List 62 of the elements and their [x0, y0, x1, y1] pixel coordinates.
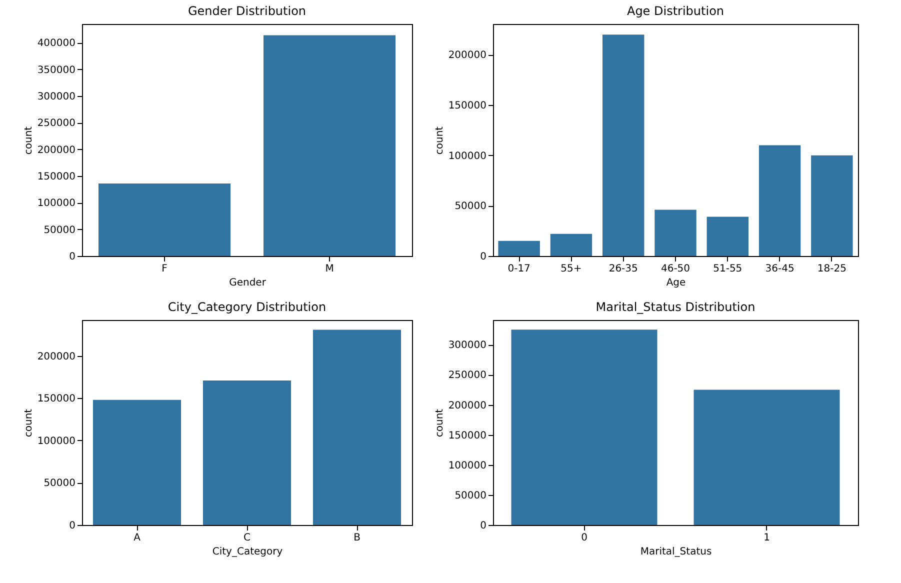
y-tick-label: 50000 [454, 490, 486, 502]
y-axis-title: count [434, 408, 446, 438]
x-tick-label: B [354, 532, 361, 544]
x-tick-label: 26-35 [608, 264, 638, 274]
y-tick-label: 100000 [37, 436, 76, 447]
bar [550, 234, 592, 256]
x-tick-label: 46-50 [660, 264, 690, 274]
x-tick-label: 0 [581, 532, 588, 544]
x-axis-title: Gender [229, 278, 267, 288]
y-tick-label: 300000 [448, 340, 486, 352]
x-tick-label: F [162, 264, 168, 274]
y-axis-title: count [23, 126, 34, 155]
y-tick-label: 50000 [44, 224, 76, 236]
bar [654, 210, 696, 256]
y-axis-title: count [434, 126, 446, 155]
chart-title: Gender Distribution [188, 4, 306, 18]
y-axis-title: count [23, 408, 34, 438]
x-axis-title: Age [666, 278, 686, 288]
x-axis-title: City_Category [212, 546, 283, 558]
y-tick-label: 400000 [37, 38, 76, 50]
chart-title: Age Distribution [626, 4, 724, 18]
bar [758, 145, 801, 256]
x-tick-label: 55+ [560, 264, 582, 274]
x-tick-label: 51-55 [713, 264, 742, 274]
bar [313, 330, 401, 525]
x-tick-label: 0-17 [508, 264, 530, 274]
y-tick-label: 200000 [37, 351, 76, 362]
y-tick-label: 50000 [454, 201, 486, 212]
x-tick-label: 1 [764, 532, 770, 544]
x-tick-label: C [244, 532, 251, 544]
chart-title: City_Category Distribution [168, 300, 326, 314]
y-tick-label: 0 [480, 252, 486, 262]
bar [203, 380, 291, 525]
y-tick-label: 50000 [44, 478, 76, 490]
y-tick-label: 150000 [37, 172, 76, 182]
y-tick-label: 250000 [37, 118, 76, 130]
y-tick-label: 0 [69, 520, 76, 532]
y-tick-label: 150000 [448, 430, 486, 442]
bar [602, 34, 644, 256]
y-tick-label: 100000 [37, 198, 76, 210]
y-tick-label: 300000 [37, 92, 76, 102]
x-axis-title: Marital_Status [640, 546, 712, 558]
y-tick-label: 200000 [448, 50, 486, 62]
y-tick-label: 0 [69, 252, 76, 262]
x-tick-label: 36-45 [765, 264, 794, 274]
y-tick-label: 150000 [448, 100, 486, 112]
bar [811, 155, 853, 256]
y-tick-label: 100000 [448, 460, 486, 472]
y-tick-label: 200000 [448, 400, 486, 412]
y-tick-label: 250000 [448, 370, 486, 382]
y-tick-label: 350000 [37, 64, 76, 76]
y-tick-label: 100000 [448, 150, 486, 162]
bar [498, 240, 540, 256]
y-tick-label: 200000 [37, 144, 76, 156]
x-tick-label: 18-25 [817, 264, 846, 274]
bar [93, 400, 181, 525]
y-tick-label: 150000 [37, 394, 76, 405]
x-tick-label: A [134, 532, 141, 544]
y-tick-label: 0 [480, 520, 486, 532]
chart-title: Marital_Status Distribution [596, 300, 756, 314]
x-tick-label: M [325, 264, 334, 274]
bar [706, 216, 748, 256]
